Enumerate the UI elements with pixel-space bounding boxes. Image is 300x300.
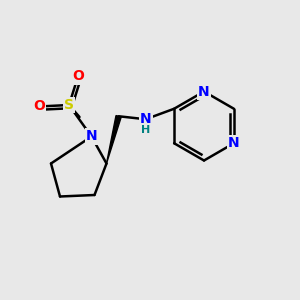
Polygon shape: [106, 116, 121, 164]
Text: O: O: [72, 70, 84, 83]
Text: O: O: [33, 100, 45, 113]
Text: H: H: [141, 125, 150, 135]
Text: N: N: [86, 130, 97, 143]
Text: N: N: [140, 112, 152, 126]
Text: S: S: [64, 98, 74, 112]
Text: N: N: [198, 85, 210, 98]
Text: N: N: [228, 136, 240, 150]
